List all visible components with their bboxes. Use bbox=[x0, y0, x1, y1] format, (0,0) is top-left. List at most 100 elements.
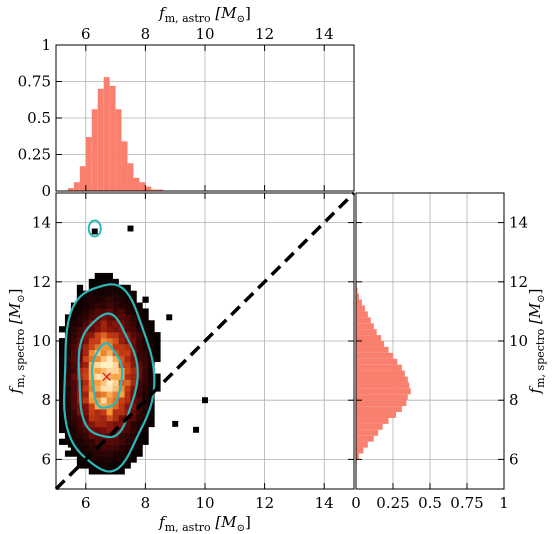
heatmap-cell bbox=[130, 438, 137, 445]
heatmap-cell bbox=[118, 450, 125, 457]
heatmap-cell bbox=[82, 444, 90, 451]
heatmap-cell bbox=[118, 456, 125, 463]
heatmap-cell bbox=[142, 420, 149, 428]
heatmap-cell bbox=[136, 349, 143, 357]
heatmap-cell bbox=[142, 373, 149, 380]
heatmap-cell bbox=[106, 314, 113, 321]
tick-label: 0 bbox=[351, 494, 361, 512]
heatmap-cell bbox=[58, 385, 66, 392]
main-ylabel-text: fm, spectro [M⊙] bbox=[6, 289, 27, 395]
heatmap-cell bbox=[112, 391, 119, 398]
bar bbox=[356, 335, 382, 341]
tick-label: 10 bbox=[195, 25, 214, 43]
heatmap-cell bbox=[172, 420, 179, 427]
heatmap-cell bbox=[64, 361, 72, 368]
heatmap-cell bbox=[70, 355, 78, 363]
bar bbox=[133, 177, 140, 191]
heatmap-cell bbox=[106, 302, 113, 309]
heatmap-cell bbox=[82, 373, 90, 380]
heatmap-cell bbox=[58, 426, 66, 434]
heatmap-cell bbox=[58, 355, 66, 363]
heatmap-cell bbox=[100, 314, 107, 321]
heatmap-cell bbox=[124, 391, 131, 398]
bar bbox=[356, 412, 396, 418]
heatmap-cell bbox=[136, 326, 143, 333]
heatmap-cell bbox=[88, 343, 96, 351]
heatmap-cell bbox=[64, 349, 72, 357]
heatmap-cell bbox=[70, 426, 78, 434]
right-ylabel-text: fm, spectro [M⊙] bbox=[526, 289, 547, 395]
heatmap-cell bbox=[88, 385, 96, 392]
heatmap-cell bbox=[94, 397, 101, 404]
heatmap-cell bbox=[130, 326, 137, 333]
heatmap-cell bbox=[88, 308, 96, 315]
heatmap-cell bbox=[124, 397, 131, 404]
heatmap-cell bbox=[106, 420, 113, 428]
bar bbox=[356, 429, 379, 436]
tick-label: 8 bbox=[41, 391, 51, 409]
heatmap-cell bbox=[70, 326, 78, 333]
heatmap-cell bbox=[112, 320, 119, 327]
heatmap-cell bbox=[154, 332, 161, 339]
heatmap-cell bbox=[88, 338, 96, 345]
heatmap-cell bbox=[130, 432, 137, 439]
bar bbox=[356, 352, 393, 359]
heatmap-cell bbox=[136, 338, 143, 345]
heatmap-cell bbox=[124, 403, 131, 410]
heatmap-cell bbox=[124, 462, 131, 469]
tick-label: 12 bbox=[509, 273, 528, 291]
heatmap-cell bbox=[112, 326, 119, 333]
heatmap-cell bbox=[94, 456, 101, 463]
heatmap-cell bbox=[112, 385, 119, 392]
heatmap-cell bbox=[127, 225, 134, 232]
heatmap-cell bbox=[58, 391, 66, 398]
heatmap-cell bbox=[166, 314, 173, 321]
heatmap-cell bbox=[124, 373, 131, 380]
heatmap-cell bbox=[112, 290, 119, 297]
tick-label: 0.75 bbox=[450, 494, 483, 512]
heatmap-cell bbox=[82, 403, 90, 410]
tick-label: 10 bbox=[32, 332, 51, 350]
heatmap-cell bbox=[154, 355, 161, 363]
heatmap-cell bbox=[58, 397, 66, 404]
heatmap-cell bbox=[136, 438, 143, 445]
heatmap-cell bbox=[142, 438, 149, 445]
bar bbox=[356, 394, 408, 401]
bar bbox=[356, 417, 389, 424]
tick-label: 8 bbox=[509, 391, 519, 409]
heatmap-cell bbox=[70, 349, 78, 357]
heatmap-cell bbox=[88, 391, 96, 398]
heatmap-cell bbox=[118, 302, 125, 309]
heatmap-cell bbox=[112, 444, 119, 451]
tick-label: 12 bbox=[255, 25, 274, 43]
heatmap-cell bbox=[82, 338, 90, 345]
heatmap-cell bbox=[88, 468, 96, 475]
heatmap-cell bbox=[64, 450, 72, 457]
heatmap-cell bbox=[58, 373, 66, 380]
bar bbox=[356, 299, 362, 306]
heatmap-cell bbox=[88, 397, 96, 404]
heatmap-cell bbox=[142, 426, 149, 434]
main-heatmap-panel: × 6 8 10 12 14 6 8 10 12 14 bbox=[32, 191, 356, 512]
heatmap-cell bbox=[106, 367, 113, 374]
heatmap-cell bbox=[106, 409, 113, 416]
heatmap-cell bbox=[88, 450, 96, 457]
heatmap-cell bbox=[112, 409, 119, 416]
bar bbox=[356, 435, 374, 442]
heatmap-cell bbox=[118, 349, 125, 357]
heatmap-cell bbox=[100, 332, 107, 339]
heatmap-cell bbox=[130, 409, 137, 416]
bar bbox=[356, 329, 377, 336]
heatmap-cell bbox=[136, 308, 143, 315]
heatmap-cell bbox=[94, 308, 101, 315]
heatmap-cell bbox=[124, 314, 131, 321]
heatmap-cell bbox=[154, 379, 161, 386]
heatmap-cell bbox=[100, 278, 107, 286]
heatmap-cell bbox=[70, 314, 78, 321]
heatmap-cell bbox=[82, 343, 90, 351]
heatmap-cell bbox=[88, 438, 96, 445]
heatmap-cell bbox=[124, 379, 131, 386]
bar bbox=[356, 364, 402, 371]
heatmap-cell bbox=[106, 373, 113, 380]
heatmap-cell bbox=[94, 379, 101, 386]
